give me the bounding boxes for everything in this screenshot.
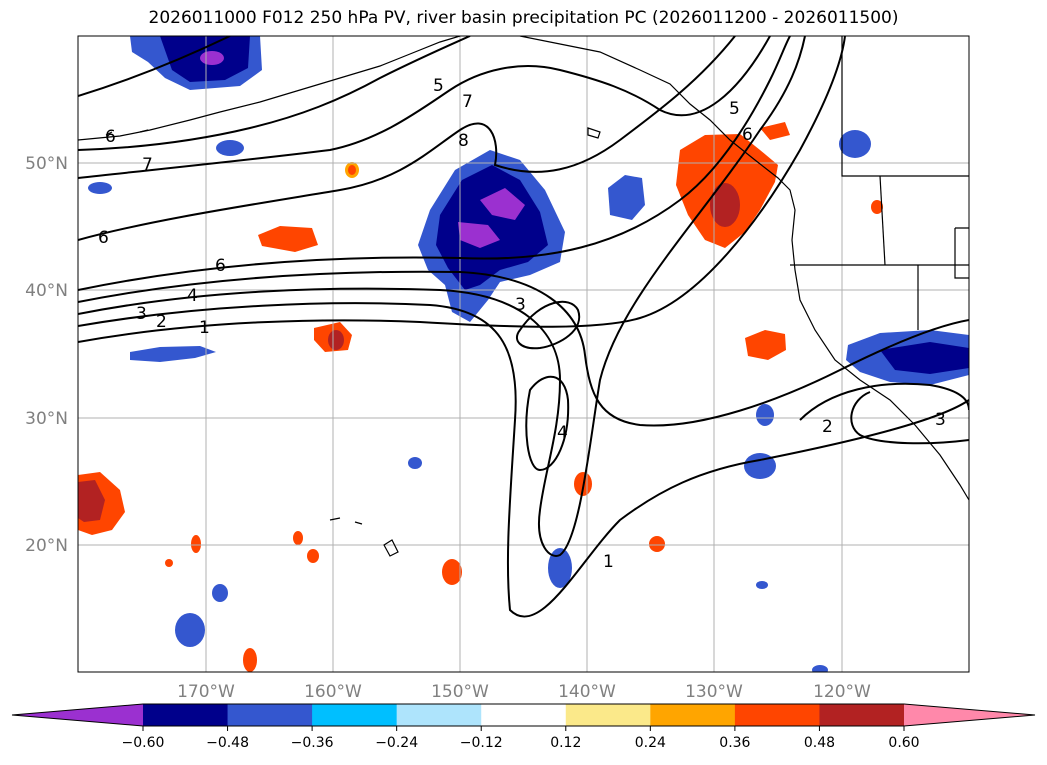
contour-label: 6	[742, 125, 753, 145]
map-frame	[78, 36, 969, 672]
contour-label: 1	[603, 552, 614, 572]
contour-label: 3	[935, 410, 946, 430]
colorbar-tick-label: 0.60	[888, 735, 919, 751]
coastlines	[78, 36, 969, 557]
pv-contours	[78, 36, 969, 618]
contour-label: 2	[156, 312, 167, 332]
colorbar-tick-label: −0.12	[460, 735, 503, 751]
colorbar-segment	[143, 704, 229, 726]
lon-labels: 170°W 160°W 150°W 140°W 130°W 120°W	[177, 682, 871, 702]
colorbar-tick-label: 0.36	[719, 735, 750, 751]
colorbar-tick-label: −0.60	[122, 735, 165, 751]
lat-label: 40°N	[25, 281, 68, 301]
contour-label: 2	[822, 417, 833, 437]
colorbar-tick-label: 0.48	[804, 735, 835, 751]
contour-label: 7	[142, 155, 153, 175]
colorbar-tick-label: −0.36	[291, 735, 334, 751]
colorbar: −0.60 −0.48 −0.36 −0.24 −0.12 0.12 0.24 0.36 0.4…	[11, 703, 1036, 751]
contour-label: 8	[458, 131, 469, 151]
contour-label: 4	[557, 423, 568, 443]
lon-label: 170°W	[177, 682, 235, 702]
colorbar-segment	[481, 704, 567, 726]
lat-label: 30°N	[25, 409, 68, 429]
colorbar-extend-min	[12, 704, 143, 726]
map-border	[77, 35, 970, 673]
lon-label: 150°W	[431, 682, 489, 702]
colorbar-tick-label: −0.48	[206, 735, 249, 751]
colorbar-extend-max	[904, 704, 1035, 726]
colorbar-segment	[819, 704, 905, 726]
map-title: 2026011000 F012 250 hPa PV, river basin …	[148, 8, 899, 28]
graticule	[78, 36, 969, 672]
lat-label: 50°N	[25, 154, 68, 174]
contour-label: 3	[136, 304, 147, 324]
contour-label: 7	[462, 92, 473, 112]
contour-label: 6	[105, 127, 116, 147]
colorbar-tick-label: 0.12	[550, 735, 581, 751]
contour-labels: 5 7 8 5 6 7 6 6 6 4 3 2 1 3 4 1 2 3	[98, 76, 946, 572]
colorbar-segment	[565, 704, 651, 726]
contour-label: 3	[515, 295, 526, 315]
contour-label: 1	[199, 318, 210, 338]
contour-label: 5	[729, 99, 740, 119]
contour-label: 6	[98, 228, 109, 248]
colorbar-segment	[650, 704, 736, 726]
contour-label: 4	[187, 286, 198, 306]
lon-label: 130°W	[685, 682, 743, 702]
colorbar-segment	[396, 704, 482, 726]
contour-label: 5	[433, 76, 444, 96]
lon-label: 140°W	[558, 682, 616, 702]
colorbar-tick-label: −0.24	[375, 735, 418, 751]
colorbar-segment	[312, 704, 398, 726]
lat-label: 20°N	[25, 536, 68, 556]
contour-label: 6	[215, 256, 226, 276]
colorbar-segment	[734, 704, 820, 726]
lat-labels: 50°N 40°N 30°N 20°N	[25, 154, 68, 556]
colorbar-tick-label: 0.24	[635, 735, 666, 751]
lon-label: 120°W	[813, 682, 871, 702]
lon-label: 160°W	[304, 682, 362, 702]
colorbar-segment	[227, 704, 313, 726]
